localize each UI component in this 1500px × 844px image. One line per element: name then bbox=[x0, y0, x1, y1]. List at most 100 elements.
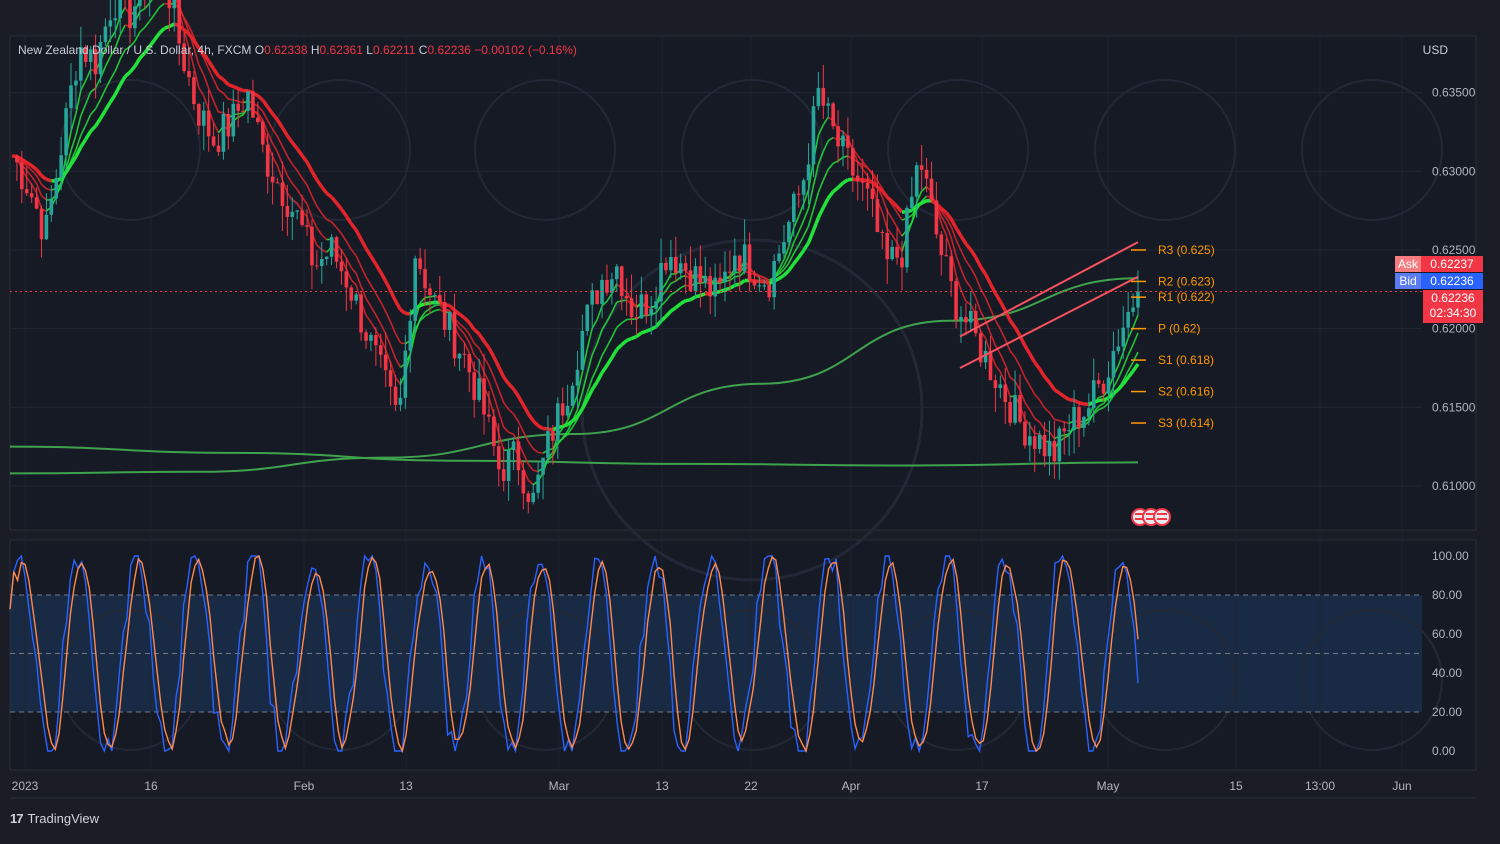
ma-ribbon-segment bbox=[601, 321, 608, 331]
candle-body bbox=[452, 311, 457, 359]
ma-ribbon-segment bbox=[212, 67, 220, 78]
ask-quote[interactable]: Ask 0.62237 bbox=[1395, 256, 1483, 272]
ma-ribbon-segment bbox=[880, 189, 889, 199]
candle-body bbox=[1096, 380, 1101, 384]
ma-ribbon-segment bbox=[1038, 421, 1046, 431]
candle-body bbox=[487, 414, 491, 417]
ma-ribbon-segment bbox=[1126, 370, 1135, 379]
ma-ribbon-segment bbox=[198, 64, 205, 76]
candle-body bbox=[393, 386, 398, 405]
candle-body bbox=[315, 265, 319, 267]
ma-ribbon-segment bbox=[473, 354, 480, 361]
symbol-title[interactable]: New Zealand Dollar / U.S. Dollar, 4h, FX… bbox=[18, 43, 252, 57]
candle-body bbox=[521, 470, 526, 494]
ma-ribbon-segment bbox=[955, 275, 962, 291]
ma-ribbon-segment bbox=[291, 163, 298, 172]
ma-ribbon-segment bbox=[576, 392, 584, 410]
ma-ribbon-segment bbox=[468, 333, 475, 344]
pivot-label: P (0.62) bbox=[1158, 322, 1200, 336]
currency-label[interactable]: USD bbox=[1422, 43, 1448, 57]
us-flag-stripe bbox=[1146, 513, 1156, 515]
candle-body bbox=[206, 110, 211, 137]
candle-body bbox=[511, 441, 516, 451]
ma-ribbon-segment bbox=[492, 356, 501, 368]
ma-ribbon-segment bbox=[35, 192, 43, 210]
ma-ribbon-segment bbox=[463, 342, 471, 354]
ma-ribbon-segment bbox=[487, 347, 496, 358]
candle-body bbox=[742, 244, 747, 272]
ma-ribbon-segment bbox=[424, 301, 431, 306]
ma-ribbon-segment bbox=[306, 184, 313, 197]
candle-body bbox=[551, 431, 555, 441]
ma-ribbon-segment bbox=[611, 327, 618, 338]
ma-ribbon-segment bbox=[375, 293, 382, 303]
ma-ribbon-segment bbox=[419, 311, 426, 320]
ma-ribbon-segment bbox=[562, 422, 569, 429]
candle-body bbox=[433, 294, 437, 296]
candle-body bbox=[472, 372, 477, 400]
candle-body bbox=[914, 165, 919, 197]
watermark-emblem bbox=[59, 79, 201, 221]
ma-ribbon-segment bbox=[1048, 381, 1056, 391]
candle-body bbox=[580, 331, 585, 370]
ma-ribbon-segment bbox=[571, 418, 579, 428]
close-value: 0.62236 bbox=[427, 43, 471, 57]
candle-body bbox=[383, 354, 388, 371]
ma-ribbon-segment bbox=[424, 307, 431, 313]
ma-ribbon-segment bbox=[94, 77, 102, 89]
ma-ribbon-segment bbox=[527, 479, 534, 486]
ma-ribbon-segment bbox=[699, 292, 706, 298]
ma-ribbon-segment bbox=[522, 431, 530, 442]
ma-ribbon-segment bbox=[79, 138, 88, 148]
candle-body bbox=[821, 87, 826, 106]
candle-body bbox=[310, 226, 314, 266]
ma-ribbon-segment bbox=[994, 364, 1001, 373]
ma-ribbon-segment bbox=[654, 319, 663, 328]
candle-body bbox=[251, 91, 255, 118]
ma-ribbon-segment bbox=[945, 234, 952, 252]
ma-ribbon-segment bbox=[1121, 376, 1130, 385]
tradingview-brand[interactable]: 17 TradingView bbox=[10, 811, 99, 826]
ma-ribbon-segment bbox=[659, 315, 668, 323]
candle-body bbox=[39, 208, 44, 240]
ma-ribbon-segment bbox=[783, 255, 790, 266]
ma-ribbon-segment bbox=[488, 397, 495, 415]
candle-body bbox=[1013, 395, 1017, 423]
ma-ribbon-segment bbox=[429, 304, 436, 310]
candle-body bbox=[231, 103, 236, 137]
bid-quote[interactable]: Bid 0.62236 bbox=[1395, 273, 1483, 289]
ma-ribbon-segment bbox=[453, 308, 461, 316]
candle-body bbox=[629, 298, 634, 318]
candle-body bbox=[197, 104, 201, 126]
ma-ribbon-segment bbox=[1004, 339, 1011, 352]
candle-body bbox=[959, 317, 963, 321]
ma-ribbon-segment bbox=[502, 376, 511, 385]
ma-ribbon-segment bbox=[335, 201, 343, 211]
ma-ribbon-segment bbox=[965, 300, 972, 306]
ma-ribbon-segment bbox=[754, 273, 760, 277]
ma-ribbon-segment bbox=[507, 382, 515, 391]
ma-ribbon-segment bbox=[85, 91, 92, 105]
candle-body bbox=[398, 397, 403, 405]
symbol-legend[interactable]: New Zealand Dollar / U.S. Dollar, 4h, FX… bbox=[18, 43, 577, 57]
ma-ribbon-segment bbox=[950, 237, 957, 256]
ma-ribbon-segment bbox=[69, 155, 78, 166]
candle-body bbox=[44, 214, 49, 240]
ma-ribbon-segment bbox=[802, 189, 810, 204]
ma-ribbon-segment bbox=[493, 395, 500, 413]
candle-body bbox=[969, 310, 973, 323]
candle-body bbox=[1072, 406, 1076, 431]
time-axis-label: 15 bbox=[1229, 779, 1243, 793]
candle-body bbox=[964, 317, 968, 323]
price-axis-label: 0.63500 bbox=[1432, 86, 1476, 100]
candle-body bbox=[15, 155, 19, 163]
candle-body bbox=[88, 49, 93, 62]
ma-ribbon-segment bbox=[842, 178, 849, 185]
price-axis-label: 0.62500 bbox=[1432, 243, 1476, 257]
pivot-label: S3 (0.614) bbox=[1158, 416, 1214, 430]
candle-body bbox=[777, 253, 781, 261]
ma-ribbon-segment bbox=[271, 156, 279, 167]
ma-ribbon-segment bbox=[595, 371, 604, 383]
ma-ribbon-segment bbox=[817, 151, 825, 165]
